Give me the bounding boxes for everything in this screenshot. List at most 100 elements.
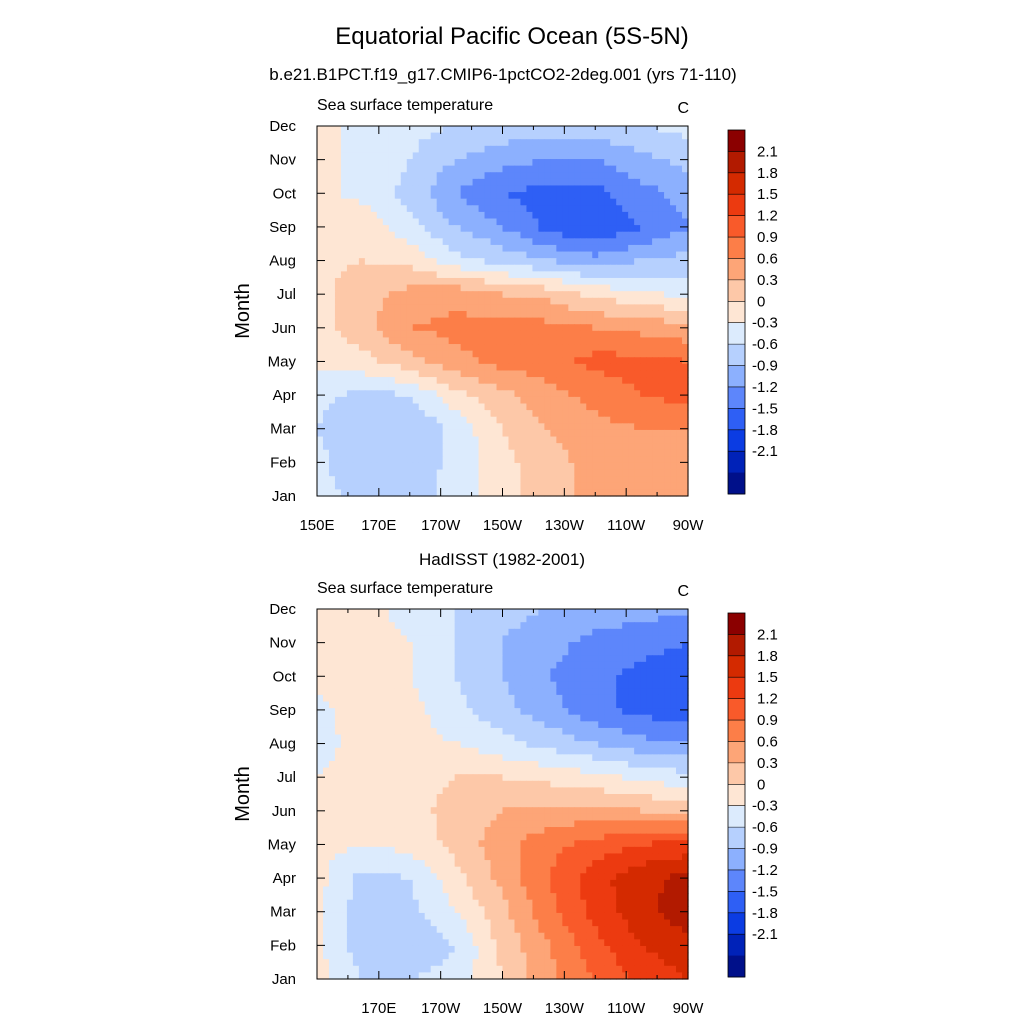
contour-cell — [508, 284, 516, 292]
contour-cell — [526, 324, 534, 332]
contour-cell — [604, 403, 611, 411]
contour-cell — [526, 727, 534, 736]
contour-cell — [598, 701, 605, 709]
contour-cell — [442, 469, 450, 477]
contour-cell — [328, 324, 336, 332]
contour-cell — [610, 238, 617, 246]
contour-cell — [532, 377, 539, 385]
contour-cell — [586, 159, 593, 167]
contour-cell — [628, 330, 635, 339]
contour-cell — [346, 165, 354, 173]
contour-cell — [568, 205, 575, 213]
contour-cell — [592, 350, 599, 358]
contour-cell — [640, 337, 647, 345]
contour-cell — [328, 370, 336, 378]
contour-cell — [610, 218, 617, 226]
contour-cell — [490, 675, 498, 683]
contour-cell — [556, 727, 563, 736]
contour-cell — [574, 734, 581, 742]
contour-cell — [622, 482, 629, 490]
contour-cell — [400, 403, 408, 411]
contour-cell — [472, 132, 480, 140]
contour-cell — [364, 655, 372, 663]
contour-cell — [610, 708, 617, 716]
contour-cell — [418, 462, 426, 471]
contour-cell — [322, 172, 330, 180]
contour-cell — [436, 198, 444, 206]
contour-cell — [388, 396, 396, 405]
contour-cell — [502, 648, 510, 656]
contour-cell — [664, 721, 671, 729]
contour-cell — [454, 225, 462, 233]
contour-cell — [466, 178, 474, 187]
contour-cell — [322, 429, 330, 438]
contour-cell — [616, 741, 623, 749]
contour-cell — [442, 165, 450, 173]
contour-cell — [370, 701, 378, 709]
contour-cell — [682, 165, 689, 173]
contour-cell — [634, 390, 641, 398]
contour-cell — [586, 396, 593, 405]
contour-cell — [352, 159, 360, 167]
contour-cell — [388, 377, 396, 385]
contour-cell — [676, 311, 683, 319]
contour-cell — [508, 297, 516, 305]
contour-cell — [406, 238, 414, 246]
contour-cell — [598, 244, 605, 253]
contour-cell — [544, 317, 551, 325]
contour-cell — [442, 635, 450, 643]
contour-cell — [682, 211, 689, 220]
contour-cell — [550, 708, 557, 716]
contour-cell — [317, 185, 324, 193]
contour-cell — [352, 694, 360, 703]
contour-cell — [526, 436, 534, 444]
contour-cell — [652, 172, 659, 180]
contour-cell — [550, 429, 557, 438]
contour-cell — [610, 482, 617, 490]
contour-cell — [538, 145, 545, 154]
contour-cell — [634, 482, 641, 490]
contour-cell — [502, 377, 510, 385]
contour-cell — [358, 721, 366, 729]
contour-cell — [317, 390, 324, 398]
contour-cell — [520, 423, 528, 431]
contour-cell — [376, 152, 384, 160]
contour-cell — [538, 429, 545, 438]
contour-cell — [376, 648, 384, 656]
contour-cell — [646, 185, 653, 193]
contour-cell — [628, 304, 635, 312]
contour-cell — [478, 721, 486, 729]
contour-cell — [622, 297, 629, 305]
contour-cell — [646, 159, 653, 167]
contour-cell — [604, 383, 611, 391]
contour-cell — [454, 370, 462, 378]
contour-cell — [382, 357, 390, 365]
contour-cell — [502, 172, 510, 180]
contour-cell — [628, 668, 635, 676]
contour-cell — [544, 291, 551, 299]
contour-cell — [358, 469, 366, 477]
contour-cell — [562, 727, 569, 736]
contour-cell — [454, 721, 462, 729]
contour-cell — [652, 390, 659, 398]
colorbar-label: -1.8 — [752, 422, 778, 439]
contour-cell — [442, 244, 450, 253]
contour-cell — [370, 271, 378, 279]
contour-cell — [586, 284, 593, 292]
contour-cell — [574, 476, 581, 484]
contour-cell — [532, 139, 539, 147]
contour-cell — [508, 344, 516, 352]
colorbar-label: -0.3 — [752, 315, 778, 332]
contour-cell — [526, 675, 534, 683]
contour-cell — [640, 390, 647, 398]
contour-cell — [502, 436, 510, 444]
contour-cell — [646, 337, 653, 345]
contour-cell — [676, 344, 683, 352]
contour-cell — [550, 436, 557, 444]
contour-cell — [460, 609, 468, 617]
contour-cell — [418, 489, 426, 497]
contour-cell — [352, 727, 360, 736]
contour-cell — [460, 139, 468, 147]
contour-cell — [496, 363, 504, 372]
contour-cell — [550, 449, 557, 457]
